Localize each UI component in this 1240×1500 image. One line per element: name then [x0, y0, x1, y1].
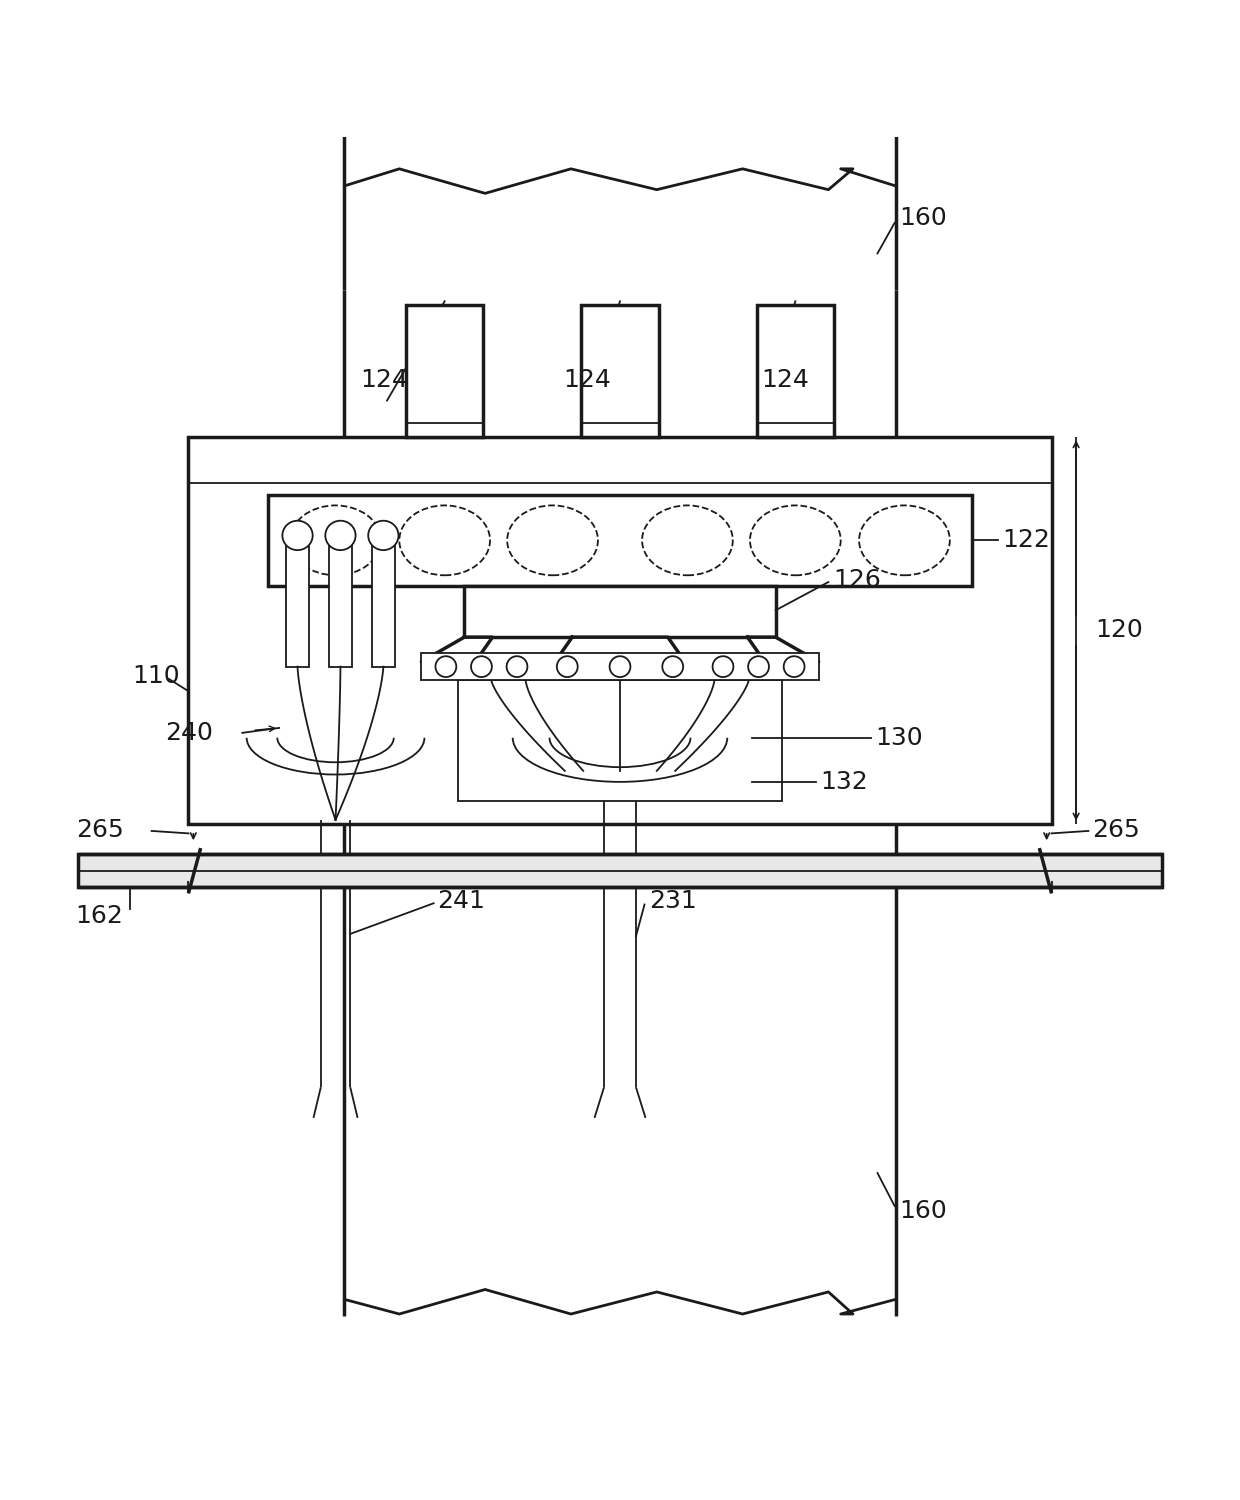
Bar	[582, 304, 658, 438]
Text: 231: 231	[650, 890, 697, 914]
Bar	[422, 652, 818, 680]
Ellipse shape	[325, 520, 356, 550]
Ellipse shape	[557, 656, 578, 676]
Ellipse shape	[859, 506, 950, 576]
Bar	[329, 536, 352, 666]
Ellipse shape	[713, 656, 733, 676]
Text: 132: 132	[820, 770, 868, 794]
Ellipse shape	[748, 656, 769, 676]
Text: 110: 110	[131, 664, 180, 688]
Bar	[405, 304, 484, 438]
Text: 160: 160	[899, 206, 947, 230]
Polygon shape	[422, 638, 492, 662]
Text: 241: 241	[438, 890, 485, 914]
Text: 265: 265	[1092, 818, 1140, 842]
Ellipse shape	[642, 506, 733, 576]
Bar	[372, 536, 396, 666]
Ellipse shape	[471, 656, 492, 676]
Ellipse shape	[507, 506, 598, 576]
Text: 124: 124	[563, 368, 611, 392]
Bar	[268, 495, 972, 585]
Ellipse shape	[750, 506, 841, 576]
Bar	[78, 853, 1162, 888]
Ellipse shape	[435, 656, 456, 676]
Text: 240: 240	[165, 722, 213, 746]
Text: 126: 126	[833, 567, 882, 591]
Bar	[464, 585, 776, 638]
Bar	[458, 680, 782, 801]
Ellipse shape	[507, 656, 527, 676]
Ellipse shape	[610, 656, 630, 676]
Bar	[286, 536, 309, 666]
Ellipse shape	[662, 656, 683, 676]
Text: 130: 130	[875, 726, 923, 750]
Ellipse shape	[784, 656, 805, 676]
Text: 120: 120	[1096, 618, 1143, 642]
Bar	[756, 304, 835, 438]
Text: 124: 124	[361, 368, 408, 392]
Text: 160: 160	[899, 1198, 947, 1222]
Text: 122: 122	[1003, 528, 1050, 552]
Bar	[188, 438, 1052, 824]
Text: 124: 124	[761, 368, 810, 392]
Text: 265: 265	[76, 818, 124, 842]
Ellipse shape	[368, 520, 398, 550]
Text: 162: 162	[76, 903, 124, 927]
Polygon shape	[748, 638, 818, 662]
Ellipse shape	[290, 506, 381, 576]
Ellipse shape	[283, 520, 312, 550]
Polygon shape	[556, 638, 684, 662]
Ellipse shape	[399, 506, 490, 576]
